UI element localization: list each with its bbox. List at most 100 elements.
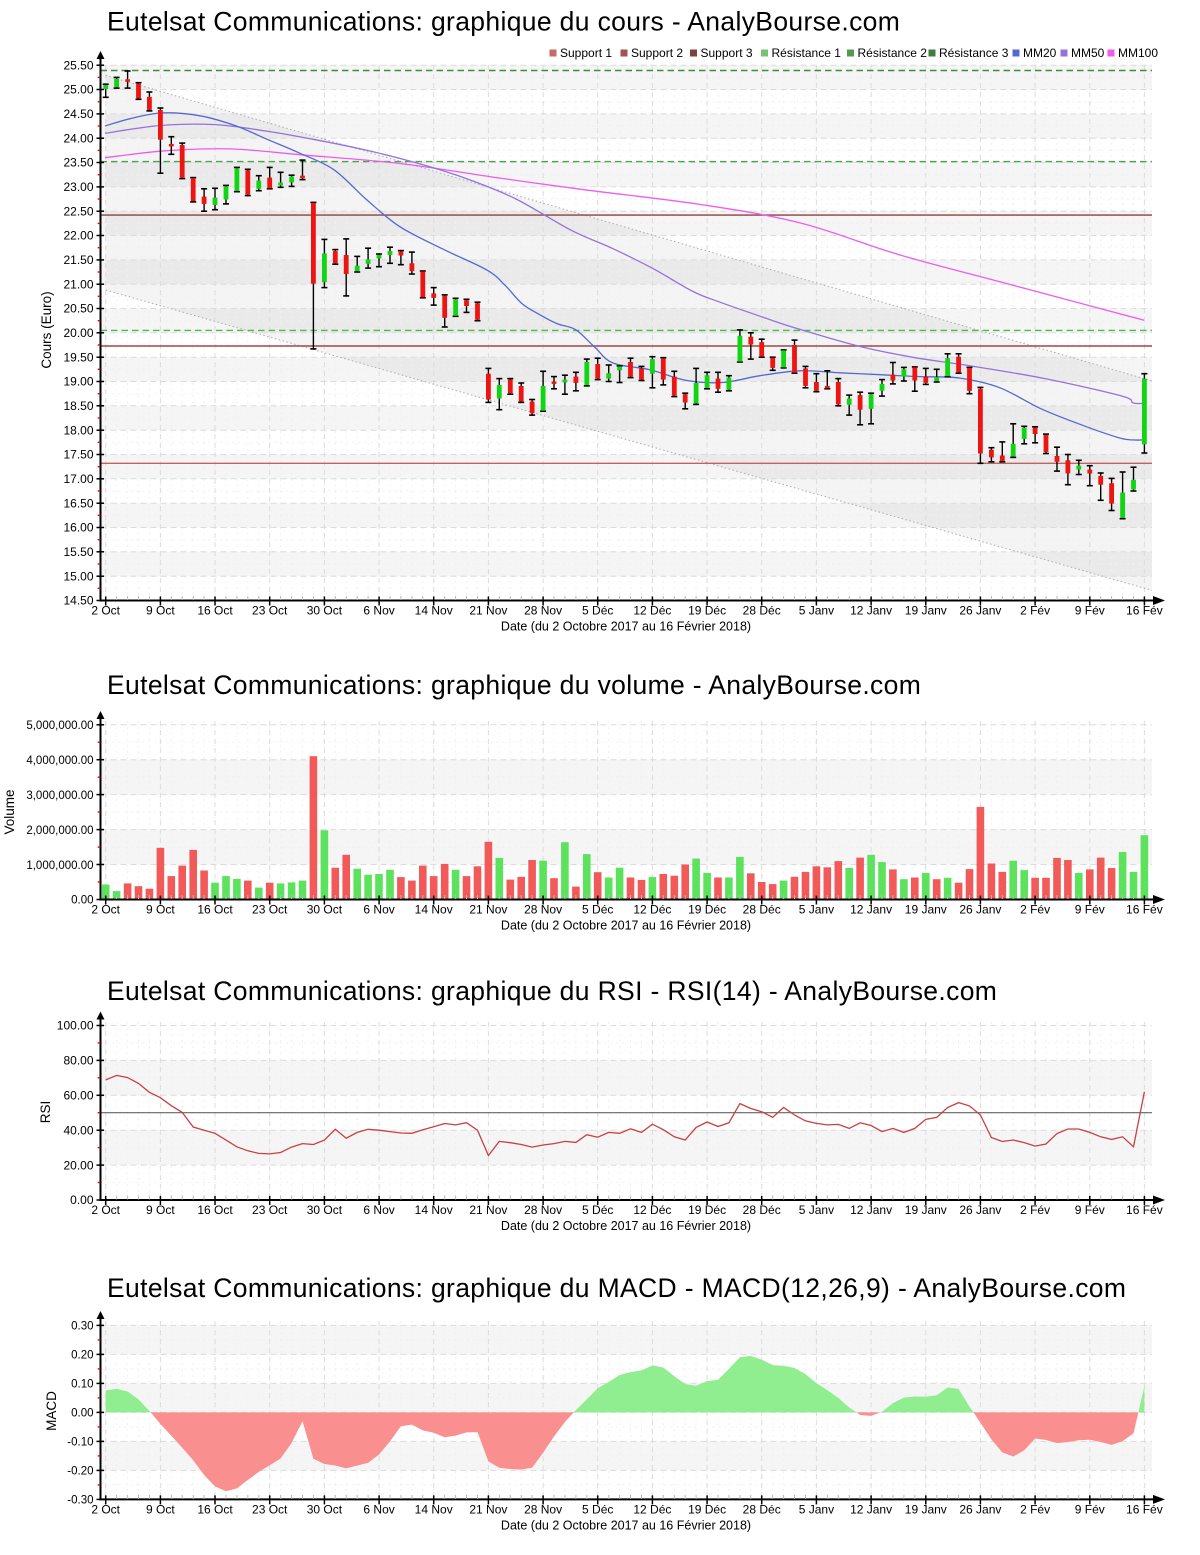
svg-text:9 Oct: 9 Oct <box>146 1503 175 1517</box>
svg-text:3,000,000.00: 3,000,000.00 <box>26 790 93 802</box>
svg-text:5 Janv: 5 Janv <box>799 1203 834 1217</box>
svg-text:12 Janv: 12 Janv <box>850 903 892 917</box>
svg-text:23 Oct: 23 Oct <box>252 1503 288 1517</box>
svg-text:16 Fév: 16 Fév <box>1126 1203 1163 1217</box>
svg-text:12 Janv: 12 Janv <box>850 1503 892 1517</box>
svg-text:Eutelsat Communications: graph: Eutelsat Communications: graphique du RS… <box>107 976 997 1006</box>
svg-text:20.50: 20.50 <box>63 302 93 316</box>
svg-text:Eutelsat Communications: graph: Eutelsat Communications: graphique du vo… <box>107 670 921 700</box>
svg-text:15.00: 15.00 <box>63 569 93 583</box>
svg-text:Date (du 2 Octobre 2017 au 16: Date (du 2 Octobre 2017 au 16 Février 20… <box>501 620 751 634</box>
svg-text:5,000,000.00: 5,000,000.00 <box>26 720 93 732</box>
svg-text:-0.20: -0.20 <box>67 1466 93 1478</box>
svg-text:Support 1: Support 1 <box>560 46 612 60</box>
svg-text:21.00: 21.00 <box>63 277 93 291</box>
svg-text:26 Janv: 26 Janv <box>959 1503 1001 1517</box>
svg-text:0.10: 0.10 <box>71 1379 93 1391</box>
svg-text:28 Déc: 28 Déc <box>743 1203 781 1217</box>
svg-text:RSI: RSI <box>38 1101 53 1124</box>
svg-text:Eutelsat Communications: graph: Eutelsat Communications: graphique du MA… <box>107 1273 1126 1303</box>
svg-text:2,000,000.00: 2,000,000.00 <box>26 825 93 837</box>
svg-text:14.50: 14.50 <box>63 594 93 608</box>
svg-text:20.00: 20.00 <box>63 1158 93 1172</box>
svg-text:23 Oct: 23 Oct <box>252 1203 288 1217</box>
svg-text:19 Déc: 19 Déc <box>688 903 726 917</box>
svg-text:0.00: 0.00 <box>71 1408 93 1420</box>
svg-text:6 Nov: 6 Nov <box>363 1203 394 1217</box>
svg-text:16 Oct: 16 Oct <box>197 1503 233 1517</box>
svg-text:9 Fév: 9 Fév <box>1075 1203 1105 1217</box>
svg-text:Volume: Volume <box>2 789 17 834</box>
svg-text:12 Déc: 12 Déc <box>633 903 671 917</box>
svg-text:9 Oct: 9 Oct <box>146 604 175 618</box>
svg-text:28 Nov: 28 Nov <box>524 604 562 618</box>
svg-text:16 Oct: 16 Oct <box>197 1203 233 1217</box>
svg-text:19 Déc: 19 Déc <box>688 604 726 618</box>
svg-text:6 Nov: 6 Nov <box>363 1503 394 1517</box>
svg-text:2 Fév: 2 Fév <box>1020 1503 1050 1517</box>
svg-text:19 Janv: 19 Janv <box>905 903 947 917</box>
svg-text:23 Oct: 23 Oct <box>252 604 288 618</box>
svg-text:1,000,000.00: 1,000,000.00 <box>26 860 93 872</box>
svg-text:2 Oct: 2 Oct <box>91 1503 120 1517</box>
svg-text:14 Nov: 14 Nov <box>415 1203 453 1217</box>
svg-text:16 Fév: 16 Fév <box>1126 1503 1163 1517</box>
svg-text:28 Nov: 28 Nov <box>524 903 562 917</box>
svg-text:22.00: 22.00 <box>63 229 93 243</box>
svg-text:0.00: 0.00 <box>71 895 93 907</box>
svg-text:24.00: 24.00 <box>63 131 93 145</box>
svg-text:19 Déc: 19 Déc <box>688 1503 726 1517</box>
svg-text:26 Janv: 26 Janv <box>959 1203 1001 1217</box>
svg-text:18.00: 18.00 <box>63 423 93 437</box>
svg-text:Résistance 2: Résistance 2 <box>858 46 928 60</box>
svg-text:21 Nov: 21 Nov <box>469 1203 507 1217</box>
svg-text:28 Déc: 28 Déc <box>743 1503 781 1517</box>
svg-text:18.50: 18.50 <box>63 399 93 413</box>
svg-text:9 Oct: 9 Oct <box>146 1203 175 1217</box>
svg-text:14 Nov: 14 Nov <box>415 604 453 618</box>
svg-text:100.00: 100.00 <box>57 1019 94 1033</box>
svg-text:12 Janv: 12 Janv <box>850 604 892 618</box>
svg-text:12 Déc: 12 Déc <box>633 1503 671 1517</box>
svg-text:22.50: 22.50 <box>63 204 93 218</box>
svg-text:30 Oct: 30 Oct <box>307 1503 343 1517</box>
svg-text:17.50: 17.50 <box>63 448 93 462</box>
svg-text:2 Fév: 2 Fév <box>1020 1203 1050 1217</box>
svg-text:Support 2: Support 2 <box>631 46 683 60</box>
svg-text:12 Déc: 12 Déc <box>633 1203 671 1217</box>
svg-text:6 Nov: 6 Nov <box>363 903 394 917</box>
svg-text:Résistance 1: Résistance 1 <box>772 46 842 60</box>
svg-text:5 Janv: 5 Janv <box>799 903 834 917</box>
svg-text:23.00: 23.00 <box>63 180 93 194</box>
svg-text:6 Nov: 6 Nov <box>363 604 394 618</box>
svg-text:Date (du 2 Octobre 2017 au 16: Date (du 2 Octobre 2017 au 16 Février 20… <box>501 1219 751 1233</box>
svg-text:4,000,000.00: 4,000,000.00 <box>26 755 93 767</box>
svg-text:2 Oct: 2 Oct <box>91 604 120 618</box>
svg-text:16.50: 16.50 <box>63 496 93 510</box>
svg-text:5 Janv: 5 Janv <box>799 604 834 618</box>
svg-text:80.00: 80.00 <box>63 1054 93 1068</box>
svg-text:-0.30: -0.30 <box>67 1495 93 1507</box>
svg-text:14 Nov: 14 Nov <box>415 1503 453 1517</box>
svg-text:16 Fév: 16 Fév <box>1126 604 1163 618</box>
svg-text:28 Nov: 28 Nov <box>524 1503 562 1517</box>
svg-text:2 Oct: 2 Oct <box>91 903 120 917</box>
svg-text:MM100: MM100 <box>1118 46 1158 60</box>
svg-text:9 Fév: 9 Fév <box>1075 604 1105 618</box>
svg-text:9 Oct: 9 Oct <box>146 903 175 917</box>
svg-text:21 Nov: 21 Nov <box>469 604 507 618</box>
svg-text:MACD: MACD <box>44 1391 59 1431</box>
svg-text:Date (du 2 Octobre 2017 au 16: Date (du 2 Octobre 2017 au 16 Février 20… <box>501 1519 751 1533</box>
svg-text:21.50: 21.50 <box>63 253 93 267</box>
svg-text:2 Fév: 2 Fév <box>1020 604 1050 618</box>
svg-text:21 Nov: 21 Nov <box>469 903 507 917</box>
svg-text:26 Janv: 26 Janv <box>959 604 1001 618</box>
svg-text:30 Oct: 30 Oct <box>307 903 343 917</box>
svg-text:2 Fév: 2 Fév <box>1020 903 1050 917</box>
svg-text:19 Déc: 19 Déc <box>688 1203 726 1217</box>
svg-text:14 Nov: 14 Nov <box>415 903 453 917</box>
svg-text:17.00: 17.00 <box>63 472 93 486</box>
svg-text:5 Janv: 5 Janv <box>799 1503 834 1517</box>
svg-text:19.50: 19.50 <box>63 350 93 364</box>
svg-text:Eutelsat Communications: graph: Eutelsat Communications: graphique du co… <box>107 7 900 37</box>
